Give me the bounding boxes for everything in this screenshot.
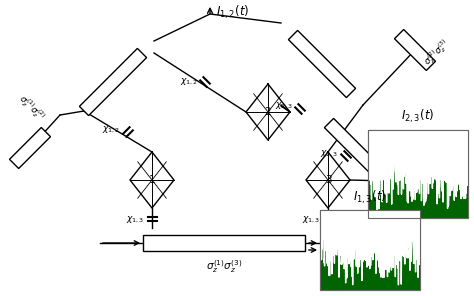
Text: $\chi_{2,3}$: $\chi_{2,3}$: [274, 100, 293, 111]
Bar: [394, 30, 436, 70]
Bar: [320, 210, 420, 290]
Bar: [324, 118, 392, 186]
Text: $\chi_{1,3}$: $\chi_{1,3}$: [126, 215, 144, 225]
Bar: [368, 130, 468, 218]
Text: $\sigma_z^{(2)}\sigma_z^{(3)}$: $\sigma_z^{(2)}\sigma_z^{(3)}$: [420, 36, 453, 69]
Text: $\chi_{1,2}$: $\chi_{1,2}$: [180, 76, 198, 87]
Bar: [9, 128, 51, 168]
Text: 1: 1: [149, 175, 155, 185]
Bar: [143, 235, 305, 251]
Text: $\chi_{2,3}$: $\chi_{2,3}$: [319, 148, 338, 159]
Text: $I_{1,2}(t)$: $I_{1,2}(t)$: [216, 4, 249, 21]
Text: 3: 3: [325, 175, 331, 185]
Text: $I_{2,3}(t)$: $I_{2,3}(t)$: [401, 108, 435, 125]
Bar: [288, 30, 356, 98]
Bar: [320, 210, 420, 290]
Text: $\chi_{1,2}$: $\chi_{1,2}$: [101, 125, 120, 135]
Text: $\chi_{1,3}$: $\chi_{1,3}$: [301, 215, 320, 225]
Text: $\sigma_z^{(1)}\sigma_z^{(2)}$: $\sigma_z^{(1)}\sigma_z^{(2)}$: [15, 91, 48, 125]
Bar: [368, 130, 468, 218]
Bar: [80, 49, 146, 115]
Text: $I_{1,3}(t)$: $I_{1,3}(t)$: [353, 189, 387, 206]
Text: $\sigma_z^{(1)}\sigma_z^{(3)}$: $\sigma_z^{(1)}\sigma_z^{(3)}$: [206, 258, 242, 275]
Text: 2: 2: [264, 107, 271, 117]
